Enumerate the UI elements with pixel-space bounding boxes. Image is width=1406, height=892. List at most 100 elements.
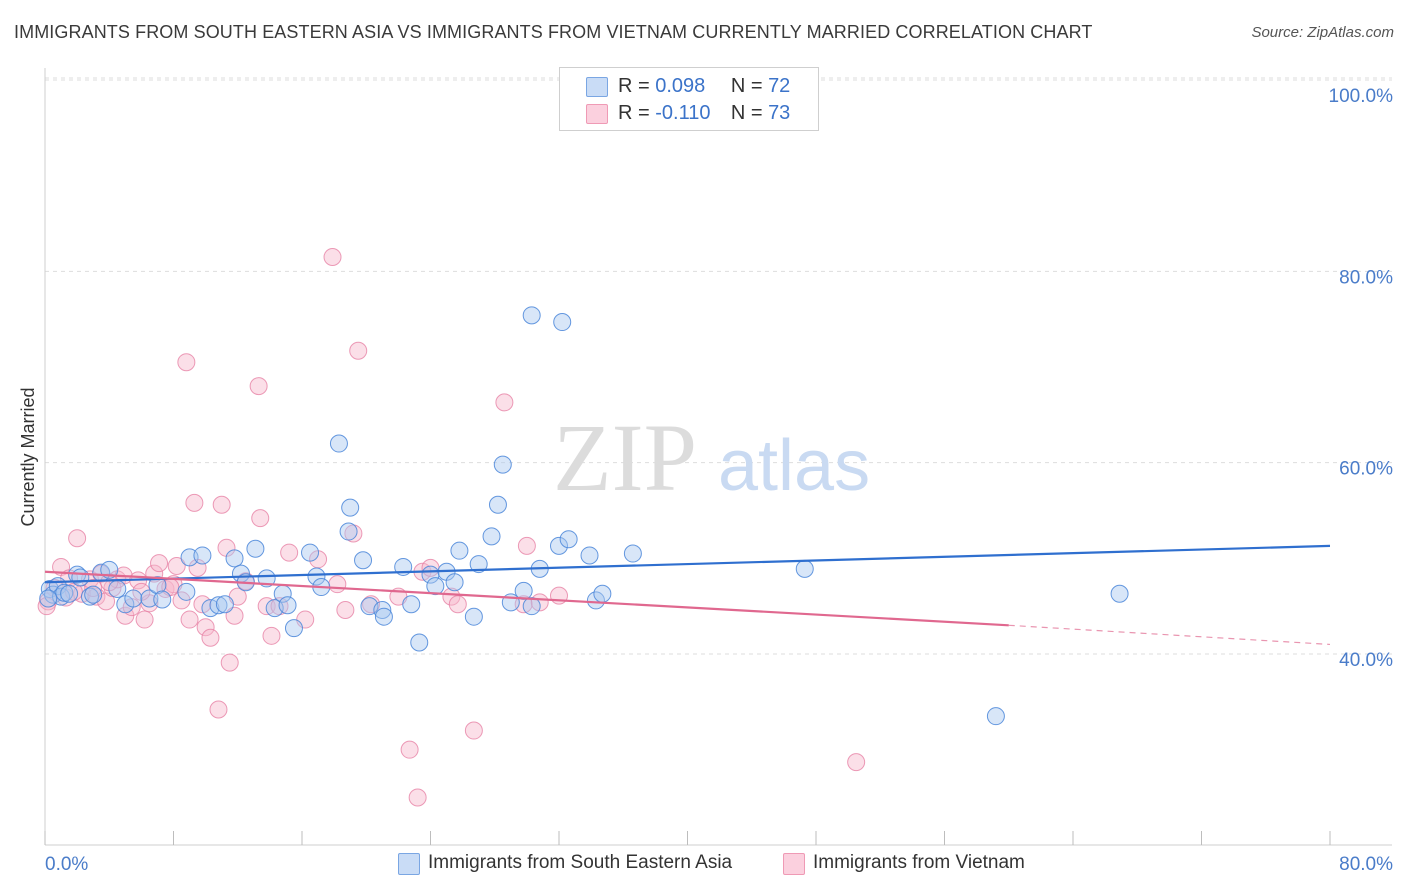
y-axis-label: Currently Married	[18, 387, 38, 526]
point-vietnam	[328, 575, 347, 594]
point-vietnam	[442, 587, 461, 606]
chart-title: IMMIGRANTS FROM SOUTH EASTERN ASIA VS IM…	[14, 22, 1093, 42]
stats-legend: R = 0.098 N = 72 R = -0.110 N = 73	[559, 67, 819, 131]
point-vietnam	[68, 529, 87, 548]
y-tick-label: 60.0%	[1339, 459, 1393, 480]
watermark-zip: ZIP	[553, 404, 697, 511]
point-sea	[559, 530, 578, 549]
point-sea	[225, 549, 244, 568]
trend-line-vietnam-extension	[1008, 624, 1331, 646]
point-vietnam	[196, 618, 215, 637]
legend-swatch-sea	[586, 77, 608, 97]
point-vietnam	[336, 600, 355, 619]
trend-line-sea	[44, 544, 1331, 584]
point-sea	[426, 577, 445, 596]
point-vietnam	[517, 536, 536, 555]
point-sea	[1110, 584, 1129, 603]
tick-labels: 40.0% 60.0% 80.0% 100.0% 0.0% 80.0%	[45, 86, 1393, 875]
point-sea	[550, 536, 568, 555]
y-tick-label: 100.0%	[1329, 86, 1394, 107]
point-vietnam	[201, 628, 220, 647]
point-vietnam	[180, 610, 199, 629]
point-sea	[410, 633, 429, 652]
point-vietnam	[323, 247, 342, 266]
y-tick-label: 80.0%	[1339, 267, 1393, 288]
point-sea	[623, 544, 642, 563]
point-sea	[39, 589, 58, 608]
point-vietnam	[262, 626, 281, 645]
point-sea	[80, 587, 99, 606]
point-sea	[373, 600, 392, 619]
point-sea	[341, 498, 360, 517]
trend-line-vietnam	[44, 570, 1009, 627]
point-sea	[140, 589, 159, 608]
point-vietnam	[408, 788, 427, 807]
point-sea	[553, 313, 572, 332]
point-sea	[71, 568, 90, 587]
series-sea-points	[39, 306, 1129, 726]
point-sea	[522, 597, 541, 616]
legend-r-value: 0.098	[655, 75, 706, 97]
series-vietnam-points	[37, 247, 866, 807]
point-sea	[374, 607, 393, 626]
point-sea	[301, 543, 320, 562]
point-sea	[284, 619, 303, 638]
point-vietnam	[249, 377, 268, 396]
point-sea	[108, 579, 127, 598]
watermark-atlas: atlas	[718, 426, 870, 506]
point-sea	[329, 434, 348, 453]
point-sea	[450, 541, 469, 560]
point-vietnam	[209, 700, 228, 719]
point-vietnam	[847, 753, 866, 772]
legend-r-value: -0.110	[655, 102, 711, 124]
point-vietnam	[135, 610, 154, 629]
legend-swatch-vietnam	[586, 104, 608, 124]
point-vietnam	[185, 493, 204, 512]
point-vietnam	[464, 721, 483, 740]
point-sea	[153, 590, 172, 609]
point-vietnam	[150, 554, 169, 573]
point-sea	[209, 596, 228, 615]
axes	[44, 68, 1392, 846]
point-sea	[522, 306, 541, 325]
legend-r-label: R =	[618, 75, 650, 97]
point-sea	[986, 707, 1005, 726]
point-sea	[445, 573, 464, 592]
point-vietnam	[225, 606, 244, 625]
point-vietnam	[251, 509, 270, 528]
trend-lines	[44, 544, 1331, 646]
point-sea	[586, 591, 605, 610]
point-sea	[580, 546, 599, 565]
point-sea	[124, 589, 143, 608]
bottom-legend-swatch-sea	[398, 853, 420, 875]
point-vietnam	[400, 740, 419, 759]
point-sea	[795, 559, 814, 578]
point-vietnam	[177, 353, 196, 372]
point-sea	[339, 522, 358, 541]
source-credit: Source: ZipAtlas.com	[1251, 24, 1394, 41]
bottom-legend-swatch-vietnam	[783, 853, 805, 875]
legend-n-label: N =	[730, 75, 763, 97]
point-sea	[402, 595, 421, 614]
point-sea	[60, 584, 79, 603]
point-vietnam	[37, 597, 56, 616]
point-vietnam	[495, 393, 514, 412]
point-sea	[257, 569, 276, 588]
point-vietnam	[212, 495, 231, 514]
x-tick-label: 80.0%	[1339, 854, 1393, 875]
point-sea	[469, 555, 488, 574]
point-sea	[246, 539, 265, 558]
legend-r-label: R =	[618, 102, 650, 124]
point-vietnam	[172, 591, 191, 610]
point-vietnam	[280, 543, 299, 562]
bottom-legend-label-sea: Immigrants from South Eastern Asia	[428, 852, 733, 873]
legend-n-value: 72	[768, 75, 791, 97]
x-tick-label: 0.0%	[45, 854, 88, 875]
y-tick-label: 40.0%	[1339, 650, 1393, 671]
point-sea	[488, 495, 507, 514]
point-sea	[354, 551, 373, 570]
point-sea	[514, 581, 533, 600]
point-sea	[177, 582, 196, 601]
point-vietnam	[448, 595, 467, 614]
